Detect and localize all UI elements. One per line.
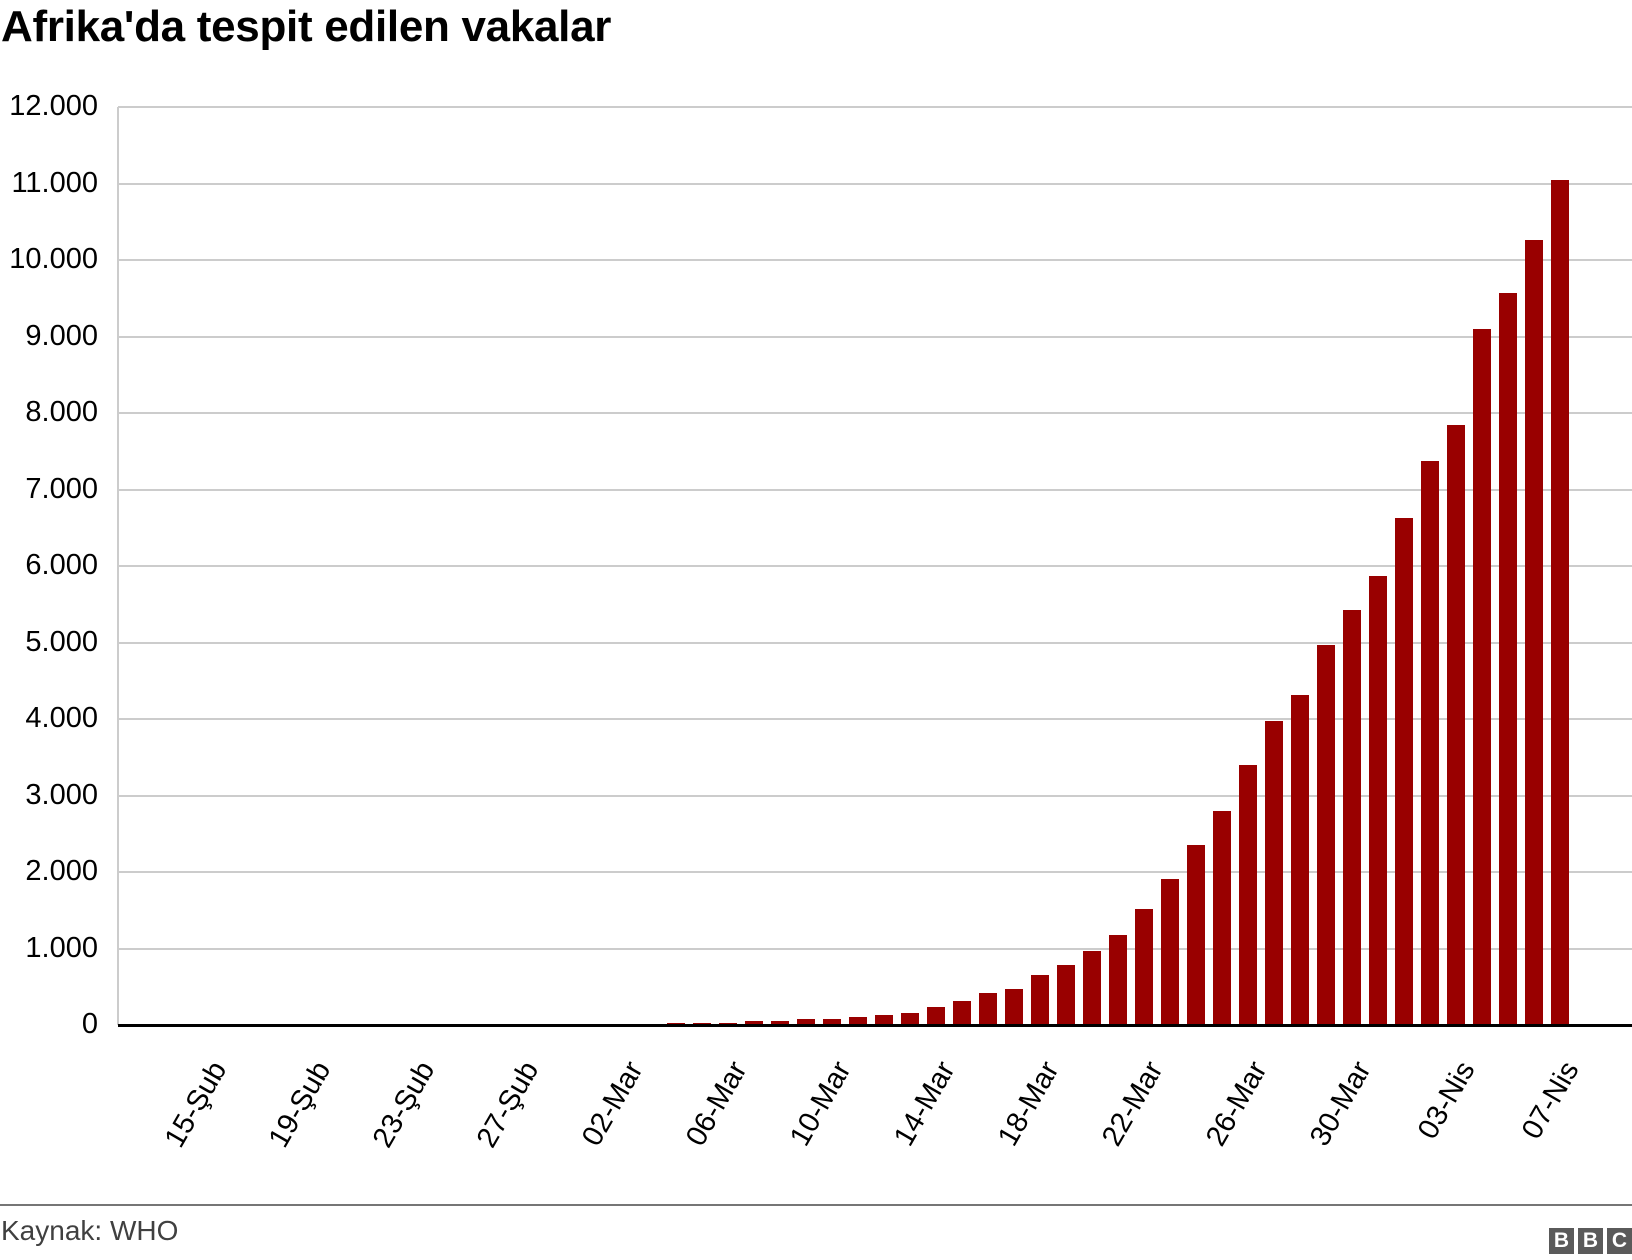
chart-title: Afrika'da tespit edilen vakalar (1, 2, 612, 51)
y-tick-label: 10.000 (9, 243, 98, 275)
y-tick-label: 2.000 (25, 855, 98, 887)
bar (1551, 180, 1569, 1025)
x-tick-label: 02-Mar (575, 1056, 650, 1152)
bar (1447, 425, 1465, 1025)
bar (1005, 989, 1023, 1025)
gridline (118, 183, 1632, 185)
gridline (118, 565, 1632, 567)
bar (1317, 645, 1335, 1025)
bar (745, 1021, 763, 1025)
x-tick-label: 27-Şub (470, 1056, 546, 1153)
x-axis-baseline (118, 1024, 1632, 1027)
gridline (118, 948, 1632, 950)
y-tick-label: 9.000 (25, 319, 98, 352)
y-tick-label: 8.000 (25, 396, 98, 428)
bar (797, 1019, 815, 1025)
y-tick-label: 3.000 (25, 778, 98, 811)
bar (1499, 293, 1517, 1025)
footer-divider (0, 1204, 1632, 1206)
bar (1395, 518, 1413, 1025)
y-axis-line (117, 107, 119, 1025)
bar (1187, 845, 1205, 1025)
bbc-logo-letter: C (1607, 1228, 1632, 1254)
x-tick-label: 06-Mar (679, 1056, 754, 1152)
bar (1525, 240, 1543, 1025)
bar (1369, 576, 1387, 1025)
bar (823, 1019, 841, 1025)
gridline (118, 412, 1632, 414)
x-tick-label: 10-Mar (783, 1056, 858, 1152)
source-note: Kaynak: WHO (1, 1215, 179, 1246)
gridline (118, 336, 1632, 338)
x-tick-label: 18-Mar (991, 1056, 1066, 1152)
bar (927, 1007, 945, 1025)
bar (1109, 935, 1127, 1025)
x-tick-label: 19-Şub (262, 1056, 338, 1153)
x-tick-label: 30-Mar (1303, 1056, 1378, 1152)
x-tick-label: 07-Nis (1515, 1056, 1586, 1145)
gridline (118, 489, 1632, 491)
bar (1213, 811, 1231, 1025)
gridline (118, 795, 1632, 797)
bar (1161, 879, 1179, 1025)
bar (1239, 765, 1257, 1025)
bbc-logo-letter: B (1578, 1228, 1603, 1254)
y-tick-label: 1.000 (25, 931, 98, 964)
x-tick-label: 23-Şub (366, 1056, 442, 1153)
x-tick-label: 15-Şub (158, 1056, 234, 1153)
x-tick-label: 26-Mar (1199, 1056, 1274, 1152)
bar (875, 1015, 893, 1025)
bar (901, 1013, 919, 1025)
bar (1343, 610, 1361, 1025)
gridline (118, 259, 1632, 261)
bar (1473, 329, 1491, 1025)
x-tick-label: 14-Mar (887, 1056, 962, 1152)
y-tick-label: 7.000 (25, 472, 98, 505)
gridline (118, 718, 1632, 720)
y-tick-label: 12.000 (9, 90, 98, 122)
x-tick-label: 03-Nis (1411, 1056, 1482, 1145)
bar (979, 993, 997, 1025)
bar (1421, 461, 1439, 1025)
bar (771, 1021, 789, 1025)
y-tick-label: 5.000 (25, 625, 98, 658)
bar (1031, 975, 1049, 1025)
bar (1291, 695, 1309, 1025)
bar (953, 1001, 971, 1025)
bar (1135, 909, 1153, 1025)
y-tick-label: 4.000 (25, 702, 98, 734)
bar (1083, 951, 1101, 1025)
gridline (118, 871, 1632, 873)
y-tick-label: 11.000 (11, 166, 98, 199)
bar (849, 1017, 867, 1025)
gridline (118, 106, 1632, 108)
bbc-logo-letter: B (1549, 1228, 1574, 1254)
bar (1265, 721, 1283, 1025)
y-tick-label: 0 (81, 1008, 98, 1040)
x-tick-label: 22-Mar (1095, 1056, 1170, 1152)
bbc-logo: B B C (1549, 1228, 1632, 1254)
y-tick-label: 6.000 (25, 549, 98, 581)
bar (1057, 965, 1075, 1025)
gridline (118, 642, 1632, 644)
